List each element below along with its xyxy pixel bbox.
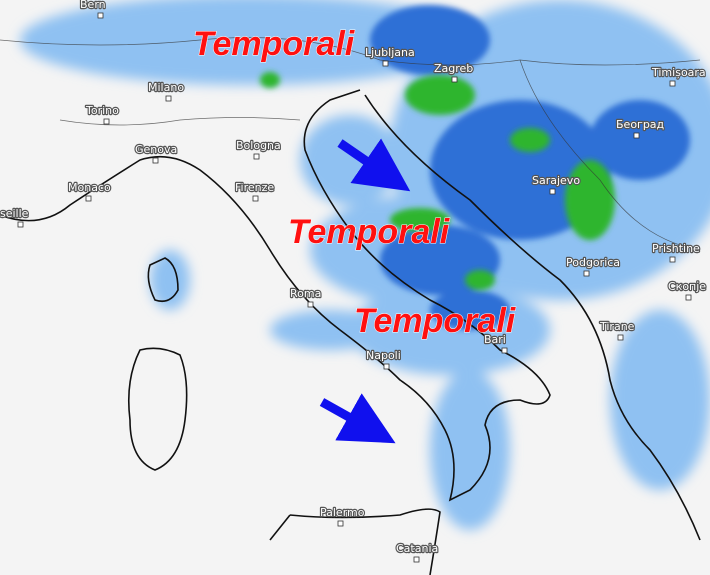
city-label: Bologna bbox=[236, 139, 281, 152]
city-label: Скопје bbox=[668, 280, 706, 293]
city-marker bbox=[85, 195, 92, 202]
borders bbox=[0, 37, 701, 251]
city-label: Monaco bbox=[68, 181, 111, 194]
city-marker bbox=[97, 12, 104, 19]
annotation: Temporali bbox=[354, 302, 517, 340]
city-label: Roma bbox=[290, 287, 321, 300]
city-marker bbox=[669, 256, 676, 263]
city-marker bbox=[17, 221, 24, 228]
city-marker bbox=[583, 270, 590, 277]
city-marker bbox=[165, 95, 172, 102]
city-marker bbox=[307, 301, 314, 308]
city-marker bbox=[633, 132, 640, 139]
city-label: Genova bbox=[135, 143, 177, 156]
city-labels: Bern Ljubljana Zagreb Timișoara Milano Torino… bbox=[0, 0, 708, 563]
city-label: Podgorica bbox=[566, 256, 620, 269]
annotations: Temporali Temporali Temporali bbox=[193, 25, 518, 341]
annotation: Temporali bbox=[288, 213, 451, 251]
city-label: Torino bbox=[85, 104, 119, 117]
city-label: Zagreb bbox=[434, 62, 473, 75]
city-marker bbox=[451, 76, 458, 83]
city-marker bbox=[337, 520, 344, 527]
city-label: Catania bbox=[396, 542, 438, 555]
city-label: Palermo bbox=[320, 506, 365, 519]
city-label: Prishtine bbox=[652, 242, 700, 255]
city-label: Milano bbox=[148, 81, 184, 94]
city-label: Ljubljana bbox=[365, 46, 415, 59]
rain-heavy bbox=[260, 72, 615, 290]
city-marker bbox=[152, 157, 159, 164]
city-marker bbox=[501, 347, 508, 354]
city-label: Bari bbox=[484, 333, 506, 346]
city-label: seille bbox=[0, 207, 29, 220]
city-label: Tirane bbox=[599, 320, 635, 333]
arrows bbox=[319, 138, 411, 444]
coastline bbox=[0, 89, 701, 575]
city-marker bbox=[617, 334, 624, 341]
city-marker bbox=[382, 60, 389, 67]
city-marker bbox=[253, 153, 260, 160]
city-marker bbox=[549, 188, 556, 195]
city-label: Firenze bbox=[235, 181, 274, 194]
city-label: Napoli bbox=[366, 349, 401, 362]
city-marker bbox=[413, 556, 420, 563]
rain-light bbox=[20, 0, 710, 530]
city-label: Timișoara bbox=[651, 66, 706, 79]
annotation: Temporali bbox=[193, 25, 356, 63]
city-marker bbox=[383, 363, 390, 370]
city-label: Bern bbox=[80, 0, 106, 11]
city-label: Београд bbox=[616, 118, 665, 131]
city-marker bbox=[685, 294, 692, 301]
city-label: Sarajevo bbox=[532, 174, 580, 187]
city-marker bbox=[103, 118, 110, 125]
city-marker bbox=[252, 195, 259, 202]
city-marker bbox=[669, 80, 676, 87]
